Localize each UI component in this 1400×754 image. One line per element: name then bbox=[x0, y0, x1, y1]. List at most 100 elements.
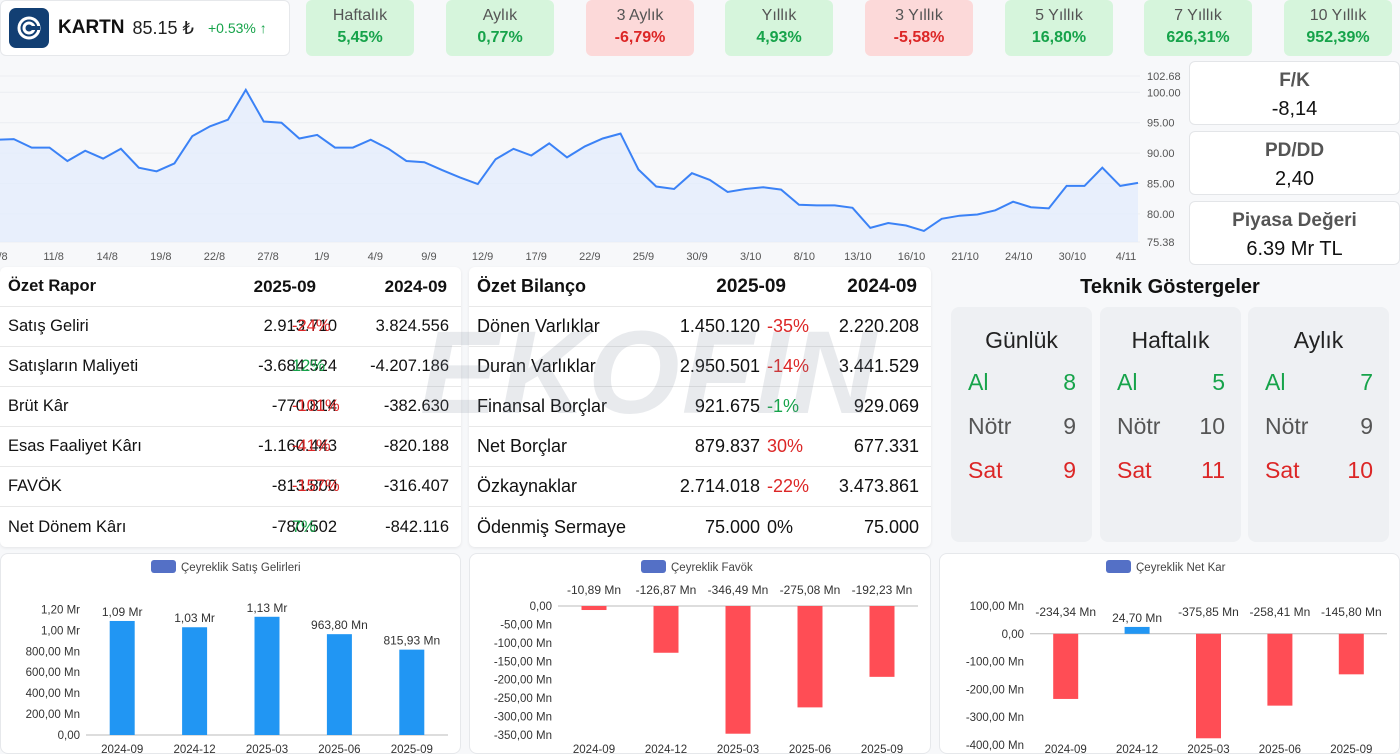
data-label: -126,87 Mn bbox=[636, 583, 697, 597]
technical-card[interactable]: Günlük Al 8 Nötr 9 Sat 9 bbox=[951, 307, 1092, 542]
row-label: Finansal Borçlar bbox=[477, 396, 608, 416]
perf-value: 626,31% bbox=[1166, 29, 1230, 46]
x-tick-label: 2025-03 bbox=[1187, 744, 1229, 754]
row-label: Duran Varlıklar bbox=[477, 356, 596, 376]
table-row[interactable]: FAVÖK -813.800 -157% -316.407 bbox=[0, 467, 461, 507]
bar[interactable] bbox=[182, 627, 208, 735]
column-header: 2025-09 bbox=[716, 275, 786, 297]
y-tick-label: 90.00 bbox=[1147, 148, 1175, 160]
x-tick-label: 2025-06 bbox=[789, 744, 831, 754]
x-tick-label: 2025-06 bbox=[318, 744, 360, 754]
quarterly-ebitda-chart[interactable]: Çeyreklik Favök 0,00 -50,00 Mn -100,00 Mn -1… bbox=[469, 553, 931, 754]
quarterly-net-profit-chart[interactable]: Çeyreklik Net Kar 100,00 Mn 0,00 -100,00 Mn… bbox=[939, 553, 1400, 754]
arrow-up-icon: ↑ bbox=[259, 20, 267, 36]
change-percent: -101% bbox=[292, 397, 340, 415]
perf-pill: 5 Yıllık 16,80% bbox=[1005, 0, 1113, 56]
value-current: -1.160.443 bbox=[258, 437, 337, 455]
table-row[interactable]: Duran Varlıklar 2.950.501 -14% 3.441.529 bbox=[469, 347, 931, 387]
table-row[interactable]: Net Borçlar 879.837 30% 677.331 bbox=[469, 427, 931, 467]
bar[interactable] bbox=[1338, 633, 1364, 675]
row-label: Satış Geliri bbox=[8, 317, 89, 335]
y-tick-label: 800,00 Mn bbox=[26, 646, 80, 658]
perf-value: 4,93% bbox=[756, 29, 802, 46]
bar[interactable] bbox=[653, 606, 679, 653]
table-row[interactable]: Dönen Varlıklar 1.450.120 -35% 2.220.208 bbox=[469, 307, 931, 347]
x-tick-label: 2025-03 bbox=[717, 744, 759, 754]
x-tick-label: 25/9 bbox=[633, 251, 654, 263]
bar[interactable] bbox=[581, 606, 607, 611]
x-tick-label: 8/10 bbox=[794, 251, 815, 263]
x-tick-label: 2024-09 bbox=[1045, 744, 1087, 754]
perf-value: -5,58% bbox=[893, 29, 945, 46]
perf-value: -6,79% bbox=[614, 29, 666, 46]
perf-value: 0,77% bbox=[477, 29, 523, 46]
technical-card[interactable]: Aylık Al 7 Nötr 9 Sat 10 bbox=[1248, 307, 1389, 542]
perf-pill: 3 Yıllık -5,58% bbox=[865, 0, 973, 56]
x-tick-label: 30/9 bbox=[686, 251, 707, 263]
signal-neutral: Nötr 9 bbox=[968, 413, 1076, 439]
column-header: 2024-09 bbox=[847, 275, 917, 297]
bar[interactable] bbox=[1053, 633, 1079, 699]
x-tick-label: 9/9 bbox=[421, 251, 436, 263]
value-previous: 2.220.208 bbox=[838, 316, 919, 336]
bar[interactable] bbox=[399, 649, 425, 735]
bar[interactable] bbox=[1267, 633, 1293, 706]
bar[interactable] bbox=[1124, 626, 1150, 634]
bar[interactable] bbox=[725, 606, 751, 734]
table-row[interactable]: Satışların Maliyeti -3.684.524 12% -4.207.1… bbox=[0, 347, 461, 387]
value-current: 2.714.018 bbox=[679, 476, 760, 496]
table-header: Özet Bilanço 2025-09 2024-09 bbox=[469, 267, 931, 307]
table-header: Özet Rapor 2025-09 2024-09 bbox=[0, 267, 461, 307]
value-current: -813.800 bbox=[271, 477, 337, 495]
period-name: Günlük bbox=[985, 327, 1058, 353]
ticker-card[interactable]: KARTN 85.15 ₺ +0.53% ↑ bbox=[0, 0, 290, 56]
x-tick-label: 2024-09 bbox=[101, 744, 143, 754]
row-label: Dönen Varlıklar bbox=[477, 316, 600, 336]
y-tick-label: 102.68 bbox=[1147, 71, 1181, 83]
x-tick-label: 14/8 bbox=[97, 251, 118, 263]
perf-label: 3 Aylık bbox=[616, 7, 664, 24]
data-label: -192,23 Mn bbox=[852, 583, 913, 597]
x-tick-label: 13/10 bbox=[844, 251, 872, 263]
data-label: -375,85 Mn bbox=[1178, 605, 1239, 619]
x-tick-label: 12/9 bbox=[472, 251, 493, 263]
perf-label: 7 Yıllık bbox=[1174, 7, 1222, 24]
perf-value: 16,80% bbox=[1031, 29, 1087, 46]
bar[interactable] bbox=[254, 616, 280, 735]
perf-label: Aylık bbox=[482, 7, 518, 24]
y-tick-label: -350,00 Mn bbox=[494, 730, 552, 742]
perf-label: Yıllık bbox=[761, 7, 797, 24]
price-chart[interactable]: 102.68 100.00 95.00 90.00 85.00 80.00 75.38 8/8… bbox=[0, 62, 1185, 265]
summary-balance-table: Özet Bilanço 2025-09 2024-09 Dönen Varlıkla… bbox=[469, 267, 931, 547]
legend-label: Çeyreklik Favök bbox=[671, 562, 753, 574]
perf-pill: Haftalık 5,45% bbox=[306, 0, 414, 56]
technical-title: Teknik Göstergeler bbox=[1080, 276, 1260, 298]
y-tick-label: -200,00 Mn bbox=[494, 675, 552, 687]
table-row[interactable]: Esas Faaliyet Kârı -1.160.443 -41% -820.188 bbox=[0, 427, 461, 467]
table-row[interactable]: Özkaynaklar 2.714.018 -22% 3.473.861 bbox=[469, 467, 931, 507]
y-tick-label: -50,00 Mn bbox=[500, 619, 552, 631]
bar[interactable] bbox=[109, 620, 135, 735]
signal-sell: Sat 10 bbox=[1265, 457, 1373, 483]
technical-card[interactable]: Haftalık Al 5 Nötr 10 Sat 11 bbox=[1100, 307, 1241, 542]
bar[interactable] bbox=[869, 606, 895, 677]
table-row[interactable]: Brüt Kâr -770.814 -101% -382.630 bbox=[0, 387, 461, 427]
table-row[interactable]: Ödenmiş Sermaye 75.000 0% 75.000 bbox=[469, 507, 931, 547]
value-previous: -4.207.186 bbox=[370, 357, 449, 375]
bar[interactable] bbox=[797, 606, 823, 708]
bar[interactable] bbox=[1196, 633, 1221, 739]
change-percent: -41% bbox=[292, 437, 331, 455]
signal-buy: Al 8 bbox=[968, 369, 1076, 395]
column-header: 2024-09 bbox=[384, 276, 447, 296]
change-percent: -24% bbox=[292, 317, 331, 335]
table-row[interactable]: Satış Geliri 2.913.710 -24% 3.824.556 bbox=[0, 307, 461, 347]
bar[interactable] bbox=[326, 634, 352, 735]
table-row[interactable]: Net Dönem Kârı -780.502 7% -842.116 bbox=[0, 507, 461, 547]
x-tick-label: 2025-06 bbox=[1259, 744, 1301, 754]
x-tick-label: 2025-09 bbox=[1330, 744, 1372, 754]
data-label: 1,13 Mr bbox=[247, 601, 288, 615]
quarterly-revenue-chart[interactable]: Çeyreklik Satış Gelirleri 1,20 Mr 1,00 Mr 8… bbox=[0, 553, 461, 754]
table-row[interactable]: Finansal Borçlar 921.675 -1% 929.069 bbox=[469, 387, 931, 427]
legend-label: Çeyreklik Satış Gelirleri bbox=[181, 562, 301, 574]
data-label: 963,80 Mn bbox=[311, 618, 368, 632]
